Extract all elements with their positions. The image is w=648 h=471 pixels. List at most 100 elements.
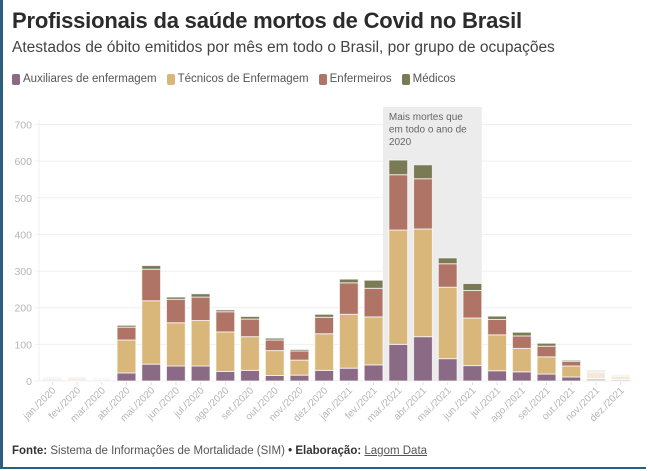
bar-segment-tecnicos[interactable]: [388, 229, 409, 345]
bar-stack[interactable]: [42, 376, 63, 382]
bar-segment-medicos[interactable]: [388, 159, 409, 176]
bar-stack[interactable]: [190, 293, 211, 382]
bar-segment-enfermeiros[interactable]: [586, 370, 606, 374]
bar-segment-enfermeiros[interactable]: [437, 263, 458, 288]
bar-segment-medicos[interactable]: [264, 337, 285, 341]
credit-link[interactable]: Lagom Data: [364, 445, 428, 457]
bar-segment-auxiliares[interactable]: [487, 370, 507, 382]
bar-segment-medicos[interactable]: [141, 265, 162, 270]
bar-stack[interactable]: [487, 315, 507, 382]
bar-segment-auxiliares[interactable]: [610, 379, 631, 382]
bar-segment-tecnicos[interactable]: [487, 334, 507, 372]
bar-segment-enfermeiros[interactable]: [42, 376, 63, 379]
bar-segment-enfermeiros[interactable]: [338, 282, 359, 315]
bar-segment-medicos[interactable]: [289, 348, 310, 352]
bar-segment-tecnicos[interactable]: [91, 378, 112, 381]
bar-segment-tecnicos[interactable]: [166, 322, 186, 367]
bar-segment-tecnicos[interactable]: [363, 316, 384, 366]
bar-segment-auxiliares[interactable]: [437, 358, 458, 382]
bar-segment-enfermeiros[interactable]: [487, 318, 507, 336]
bar-segment-enfermeiros[interactable]: [141, 268, 162, 302]
bar-segment-enfermeiros[interactable]: [289, 350, 310, 361]
bar-stack[interactable]: [511, 331, 532, 382]
bar-segment-tecnicos[interactable]: [413, 228, 433, 338]
bar-segment-enfermeiros[interactable]: [314, 316, 335, 335]
bar-stack[interactable]: [363, 279, 384, 382]
bar-segment-tecnicos[interactable]: [141, 300, 162, 365]
bar-segment-auxiliares[interactable]: [67, 379, 87, 382]
bar-segment-enfermeiros[interactable]: [511, 335, 532, 349]
bar-stack[interactable]: [462, 283, 483, 382]
bar-stack[interactable]: [561, 359, 582, 382]
bar-segment-medicos[interactable]: [586, 369, 606, 372]
bar-stack[interactable]: [67, 376, 87, 382]
bar-segment-auxiliares[interactable]: [388, 343, 409, 382]
bar-segment-auxiliares[interactable]: [413, 336, 433, 382]
bar-segment-enfermeiros[interactable]: [91, 377, 112, 380]
bar-segment-tecnicos[interactable]: [462, 317, 483, 367]
legend-item-tecnicos[interactable]: Técnicos de Enfermagem: [166, 73, 309, 85]
bar-segment-auxiliares[interactable]: [240, 369, 260, 382]
bar-segment-tecnicos[interactable]: [437, 286, 458, 360]
bar-segment-medicos[interactable]: [116, 324, 137, 328]
bar-segment-tecnicos[interactable]: [116, 339, 137, 374]
bar-segment-tecnicos[interactable]: [586, 372, 606, 379]
bar-stack[interactable]: [240, 316, 260, 382]
bar-segment-tecnicos[interactable]: [190, 320, 211, 367]
bar-segment-medicos[interactable]: [437, 257, 458, 265]
bar-segment-tecnicos[interactable]: [240, 336, 260, 371]
bar-segment-tecnicos[interactable]: [511, 347, 532, 373]
bar-stack[interactable]: [289, 348, 310, 382]
bar-segment-medicos[interactable]: [511, 331, 532, 337]
bar-segment-enfermeiros[interactable]: [166, 298, 186, 324]
bar-segment-medicos[interactable]: [462, 283, 483, 291]
bar-segment-medicos[interactable]: [561, 359, 582, 362]
bar-segment-enfermeiros[interactable]: [67, 376, 87, 379]
bar-segment-tecnicos[interactable]: [314, 333, 335, 371]
bar-segment-auxiliares[interactable]: [190, 365, 211, 382]
bar-stack[interactable]: [610, 374, 631, 382]
bar-segment-auxiliares[interactable]: [462, 365, 483, 382]
bar-segment-medicos[interactable]: [487, 315, 507, 320]
bar-segment-auxiliares[interactable]: [536, 373, 557, 382]
bar-segment-enfermeiros[interactable]: [240, 318, 260, 338]
bar-segment-auxiliares[interactable]: [141, 363, 162, 382]
bar-segment-medicos[interactable]: [314, 313, 335, 318]
bar-segment-tecnicos[interactable]: [289, 359, 310, 376]
bar-segment-enfermeiros[interactable]: [610, 374, 631, 377]
bar-segment-enfermeiros[interactable]: [388, 174, 409, 231]
bar-stack[interactable]: [536, 342, 557, 382]
bar-stack[interactable]: [437, 257, 458, 382]
bar-stack[interactable]: [314, 313, 335, 382]
bar-segment-medicos[interactable]: [166, 296, 186, 300]
bar-segment-enfermeiros[interactable]: [413, 178, 433, 230]
bar-stack[interactable]: [215, 309, 236, 382]
bar-stack[interactable]: [388, 159, 409, 382]
bar-segment-tecnicos[interactable]: [264, 350, 285, 377]
bar-segment-auxiliares[interactable]: [264, 375, 285, 382]
bar-segment-auxiliares[interactable]: [42, 379, 63, 382]
bar-segment-medicos[interactable]: [338, 278, 359, 284]
bar-stack[interactable]: [264, 337, 285, 382]
bar-segment-tecnicos[interactable]: [561, 365, 582, 378]
legend-item-medicos[interactable]: Médicos: [401, 73, 455, 85]
bar-segment-auxiliares[interactable]: [116, 372, 137, 382]
bar-segment-auxiliares[interactable]: [166, 365, 186, 382]
bar-segment-enfermeiros[interactable]: [264, 339, 285, 352]
bar-segment-tecnicos[interactable]: [42, 377, 63, 381]
bar-segment-enfermeiros[interactable]: [363, 287, 384, 318]
bar-stack[interactable]: [413, 164, 433, 382]
bar-segment-auxiliares[interactable]: [561, 376, 582, 382]
bar-stack[interactable]: [141, 265, 162, 382]
bar-segment-auxiliares[interactable]: [289, 374, 310, 382]
bar-segment-tecnicos[interactable]: [338, 313, 359, 369]
bar-segment-medicos[interactable]: [363, 279, 384, 289]
bar-segment-auxiliares[interactable]: [91, 379, 112, 382]
bar-segment-medicos[interactable]: [413, 164, 433, 180]
legend-item-enfermeiros[interactable]: Enfermeiros: [318, 73, 392, 85]
bar-stack[interactable]: [338, 278, 359, 382]
bar-segment-tecnicos[interactable]: [610, 375, 631, 381]
legend-item-auxiliares[interactable]: Auxiliares de enfermagem: [12, 73, 157, 85]
bar-segment-medicos[interactable]: [240, 316, 260, 320]
bar-stack[interactable]: [116, 324, 137, 382]
